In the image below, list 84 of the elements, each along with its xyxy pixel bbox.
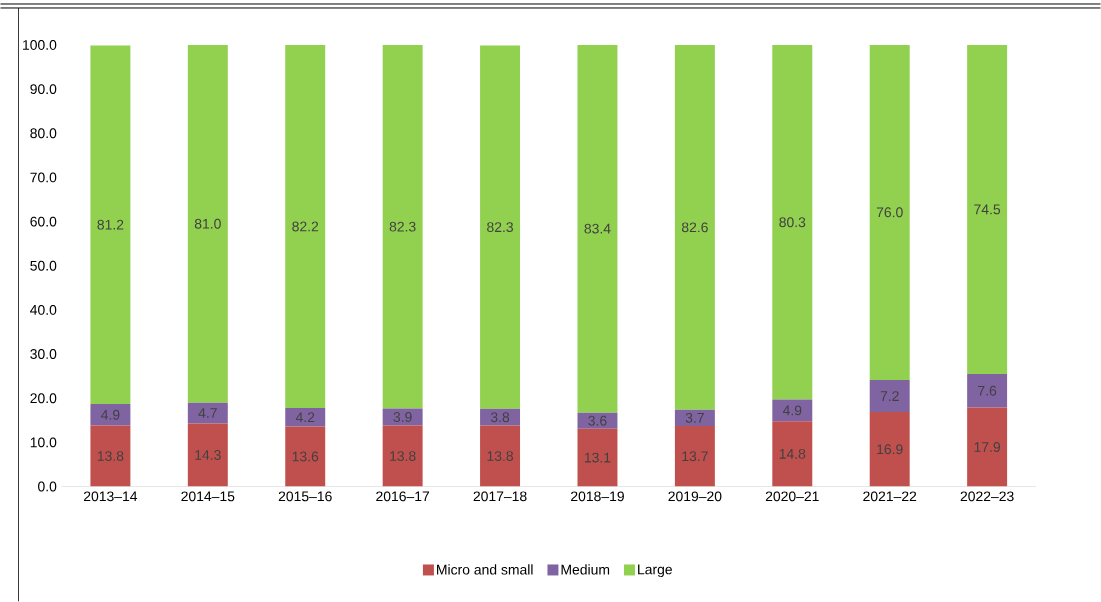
bar (382, 408, 423, 426)
data-label: 82.2 (292, 221, 319, 232)
bar (480, 425, 521, 487)
data-label: 3.8 (490, 412, 510, 423)
data-label: 4.7 (198, 408, 217, 418)
bar (90, 425, 131, 487)
legend-label: Micro and small (437, 564, 533, 575)
bar (187, 402, 228, 424)
x-tick-label: 2018–19 (571, 491, 624, 502)
data-label: 80.3 (779, 217, 806, 228)
data-label: 16.9 (877, 444, 903, 455)
data-label: 13.8 (390, 451, 416, 462)
data-label: 17.9 (974, 442, 1001, 453)
bar (577, 428, 618, 487)
x-tick-label: 2016–17 (376, 491, 430, 502)
data-label: 13.8 (97, 451, 124, 462)
bar (967, 45, 1008, 375)
y-tick-label: 100.0 (23, 40, 57, 50)
data-label: 3.7 (685, 413, 704, 423)
bar (285, 408, 326, 427)
x-tick-label: 2020–21 (765, 491, 819, 502)
y-tick-label: 20.0 (30, 393, 57, 404)
data-label: 13.1 (584, 452, 611, 463)
data-label: 81.0 (194, 218, 221, 229)
bar (869, 412, 910, 487)
bar (674, 426, 715, 487)
data-label: 82.6 (681, 222, 708, 233)
y-tick-label: 90.0 (30, 84, 57, 95)
data-label: 13.7 (682, 451, 708, 462)
data-label: 83.4 (584, 223, 611, 234)
x-tick-label: 2015–16 (278, 491, 332, 502)
data-label: 3.9 (393, 412, 412, 423)
x-tick-label: 2014–15 (181, 491, 235, 502)
data-label: 4.9 (782, 405, 802, 416)
y-tick-label: 60.0 (30, 216, 57, 227)
bar (772, 421, 813, 487)
data-label: 74.5 (974, 204, 1001, 215)
x-tick-label: 2021–22 (863, 491, 917, 502)
y-tick-label: 50.0 (30, 260, 57, 271)
bar (285, 426, 326, 487)
y-tick-label: 80.0 (30, 128, 57, 139)
bar (869, 45, 910, 381)
bar (967, 374, 1008, 408)
bar (967, 407, 1008, 487)
bar (382, 45, 423, 409)
x-tick-label: 2019–20 (668, 491, 722, 502)
bar (90, 404, 131, 426)
data-label: 3.6 (588, 415, 607, 426)
x-tick-label: 2017–18 (473, 491, 527, 502)
data-label: 76.0 (876, 207, 903, 218)
bar (382, 425, 423, 487)
bar (187, 45, 228, 403)
data-label: 81.2 (97, 219, 124, 230)
bar (577, 412, 618, 429)
bar (772, 45, 813, 400)
x-tick-label: 2022–23 (960, 491, 1014, 502)
x-tick-label: 2013–14 (83, 491, 138, 502)
bar (480, 45, 521, 409)
bar (577, 45, 618, 413)
y-tick-label: 70.0 (30, 172, 57, 183)
data-label: 13.6 (292, 451, 319, 462)
data-label: 14.3 (195, 450, 221, 460)
legend-label: Large (638, 564, 672, 578)
y-tick-label: 40.0 (30, 305, 57, 315)
y-tick-label: 10.0 (30, 437, 57, 448)
bar (869, 380, 910, 412)
bar (674, 409, 715, 427)
data-label: 4.9 (101, 409, 120, 420)
bar (772, 399, 813, 422)
bar (674, 45, 715, 410)
data-label: 7.6 (978, 385, 997, 396)
bar (480, 408, 521, 426)
legend-label: Medium (561, 564, 610, 575)
data-label: 4.2 (295, 412, 315, 423)
data-label: 7.2 (880, 391, 899, 401)
bar (285, 45, 326, 409)
bar (187, 423, 228, 487)
data-label: 14.8 (779, 449, 806, 459)
data-label: 82.3 (389, 221, 416, 232)
bar (90, 45, 131, 405)
y-tick-label: 30.0 (30, 349, 57, 360)
y-tick-label: 0.0 (38, 481, 57, 492)
data-label: 13.8 (487, 451, 514, 462)
data-label: 82.3 (487, 222, 513, 233)
